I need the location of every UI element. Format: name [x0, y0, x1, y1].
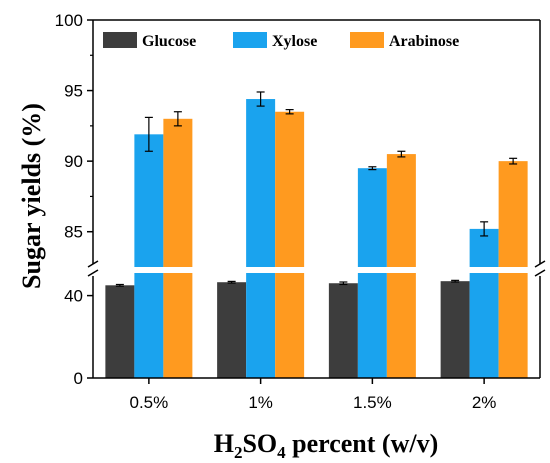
bar-glucose-2 — [328, 283, 358, 378]
legend-item-glucose: Glucose — [103, 32, 196, 50]
legend-label: Xylose — [272, 33, 317, 50]
bar-xylose-3 — [469, 228, 499, 378]
y-tick-label: 40 — [64, 287, 83, 306]
bar-glucose-1 — [217, 282, 247, 378]
error-bar-arabinose-1 — [285, 109, 294, 115]
bar-arabinose-2 — [386, 154, 416, 378]
legend-swatch — [350, 32, 384, 48]
legend-swatch — [233, 32, 267, 48]
error-bar-glucose-1 — [227, 280, 236, 284]
x-tick-label: 0.5% — [130, 393, 169, 412]
ticks-group: 0.5% 1% 1.5% 2% 0 40 85 90 95 100 — [55, 11, 497, 412]
x-tick-label: 2% — [472, 393, 497, 412]
error-bar-glucose-2 — [339, 281, 348, 286]
error-bar-xylose-1 — [256, 91, 265, 107]
axis-break-mark — [534, 260, 546, 268]
x-axis-title-part-3: percent (w/v) — [286, 429, 439, 458]
error-bar-arabinose-2 — [397, 150, 406, 158]
error-bar-arabinose-0 — [173, 111, 182, 127]
axis-break-mark — [87, 269, 99, 277]
x-axis-title-part-2: SO — [242, 429, 277, 458]
legend: Glucose Xylose Arabinose — [103, 32, 459, 50]
x-axis-title-subscript-1: 2 — [234, 443, 243, 462]
bar-arabinose-1 — [275, 111, 305, 378]
bar-xylose-2 — [357, 168, 387, 378]
bars-group — [105, 99, 528, 379]
legend-swatch — [103, 32, 137, 48]
y-tick-label: 90 — [64, 152, 83, 171]
bar-arabinose-0 — [163, 118, 193, 379]
x-tick-label: 1.5% — [353, 393, 392, 412]
error-bars-group — [115, 91, 518, 287]
y-axis-title: Sugar yields (%) — [17, 103, 46, 289]
y-tick-label: 95 — [64, 82, 83, 101]
y-tick-label: 0 — [74, 369, 83, 388]
legend-label: Glucose — [142, 33, 196, 50]
bar-xylose-0 — [134, 134, 164, 378]
error-bar-xylose-0 — [144, 116, 153, 152]
axis-break-band — [94, 267, 539, 273]
x-tick-label: 1% — [248, 393, 273, 412]
axes-group — [87, 19, 546, 379]
y-tick-label: 100 — [55, 11, 83, 30]
error-bar-glucose-3 — [451, 279, 460, 283]
error-bar-arabinose-3 — [509, 157, 518, 165]
x-axis-title: H2SO4 percent (w/v) — [214, 429, 439, 462]
axis-break-mark — [87, 260, 99, 268]
legend-item-xylose: Xylose — [233, 32, 317, 50]
error-bar-glucose-0 — [115, 283, 124, 287]
legend-label: Arabinose — [389, 33, 459, 50]
error-bar-xylose-2 — [368, 166, 377, 171]
error-bar-xylose-3 — [480, 221, 489, 237]
axis-break-mark — [534, 269, 546, 277]
x-axis-title-subscript-2: 4 — [277, 443, 286, 462]
bar-glucose-0 — [105, 285, 135, 378]
bar-xylose-1 — [246, 99, 276, 378]
legend-item-arabinose: Arabinose — [350, 32, 459, 50]
x-axis-title-part-1: H — [214, 429, 234, 458]
bar-glucose-3 — [440, 281, 470, 378]
y-tick-label: 85 — [64, 223, 83, 242]
